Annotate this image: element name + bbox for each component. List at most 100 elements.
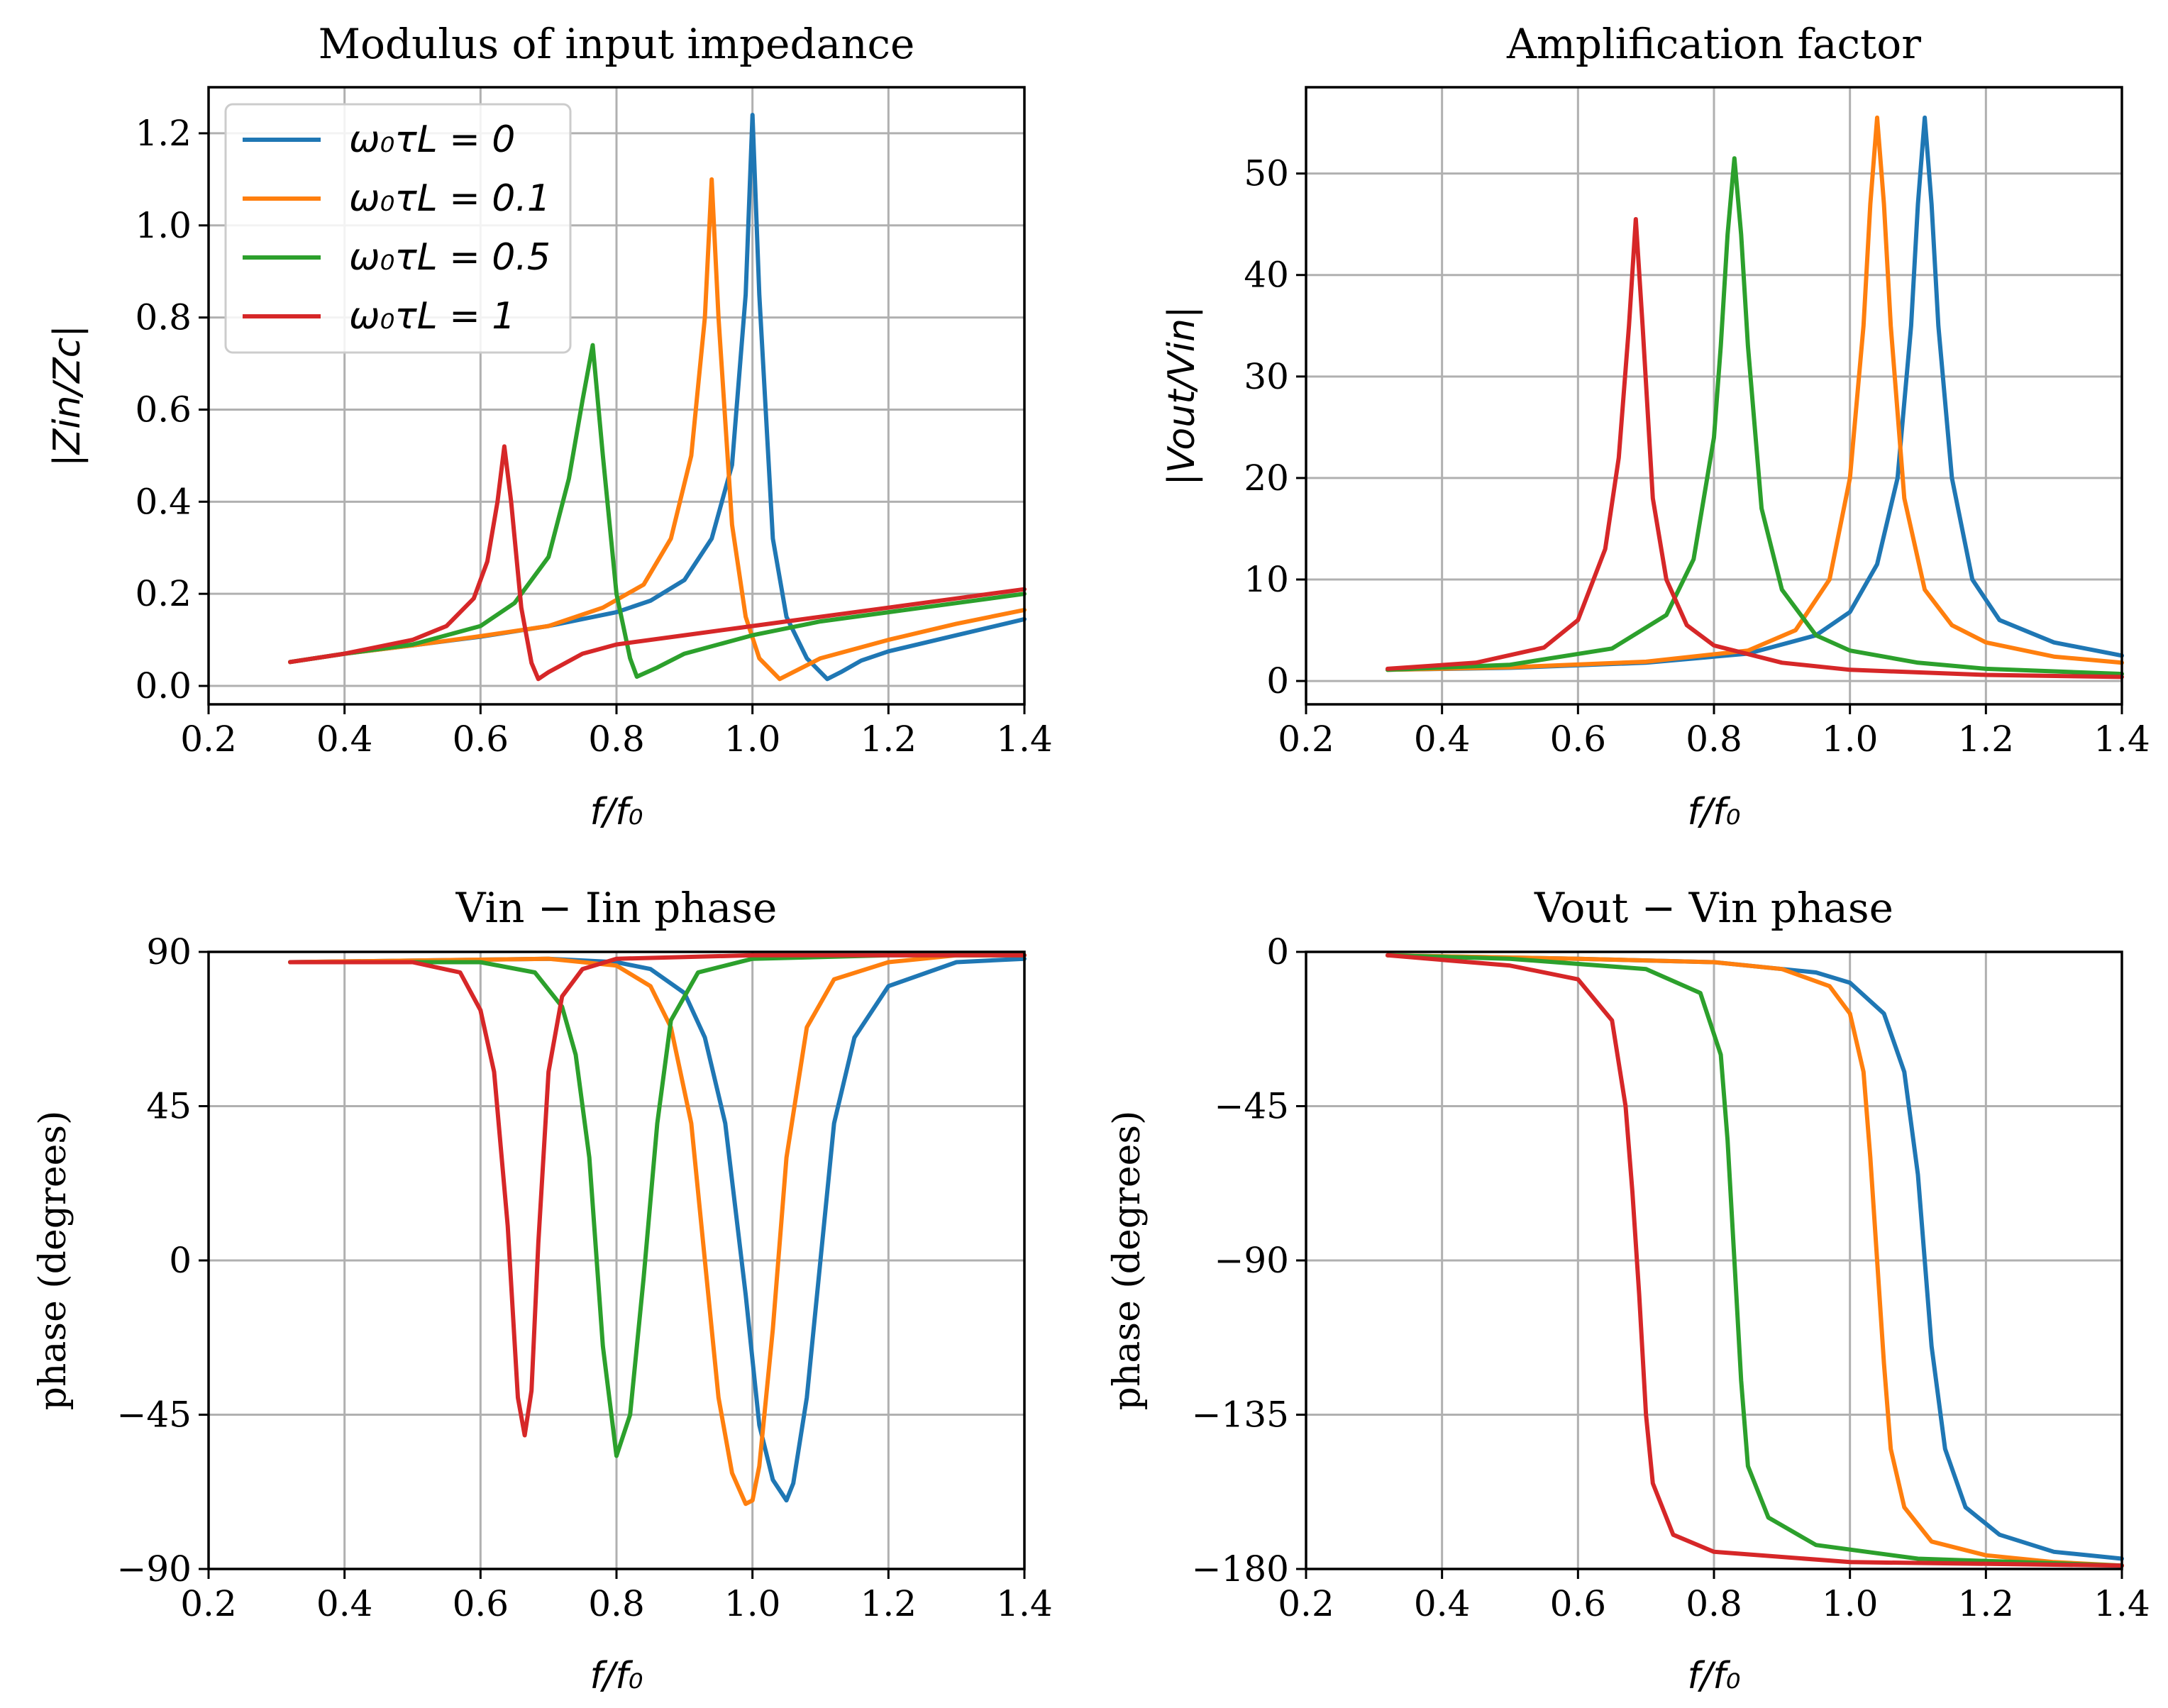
series-line-1 [288, 177, 1027, 682]
y-tick-label: 0 [1266, 660, 1289, 702]
x-tick-label: 1.4 [996, 719, 1053, 760]
vout-vin-phase-panel: Vout − Vin phase 0.2 0.4 0.6 0.8 1.0 1.2 1.4 −1… [1106, 884, 2150, 1697]
amplification-panel: Amplification factor 0.2 0.4 0.6 0.8 1.0 1.2 1… [1161, 20, 2150, 833]
legend-label-3: ω₀τL = 1 [349, 295, 515, 338]
impedance-title: Modulus of input impedance [319, 20, 915, 68]
x-tick-label: 0.4 [1414, 1583, 1471, 1624]
y-tick-label: 1.2 [135, 113, 192, 154]
legend-label-1: ω₀τL = 0.1 [349, 177, 551, 220]
x-tick-label: 0.8 [1686, 719, 1742, 760]
series-line-3 [1386, 217, 2124, 680]
x-tick-label: 1.0 [1822, 1583, 1879, 1624]
y-tick-label: −180 [1192, 1548, 1289, 1590]
vout-vin-phase-xlabel: f/f₀ [1688, 1655, 1741, 1697]
y-tick-label: 45 [146, 1086, 192, 1127]
series-line-3 [1386, 953, 2124, 1568]
impedance-panel: Modulus of input impedance 0.2 0.4 0.6 0.8 1… [46, 20, 1053, 833]
y-tick-label: 0.0 [135, 665, 192, 706]
impedance-xlabel: f/f₀ [590, 791, 643, 833]
legend-label-0: ω₀τL = 0 [349, 118, 515, 161]
legend-label-2: ω₀τL = 0.5 [349, 236, 551, 279]
vin-iin-phase-xlabel: f/f₀ [590, 1655, 643, 1697]
x-tick-label: 0.8 [1686, 1583, 1742, 1624]
amplification-grid [1305, 87, 2123, 704]
series-line-2 [1386, 156, 2124, 677]
impedance-ticks: 0.2 0.4 0.6 0.8 1.0 1.2 1.4 0.0 0.2 0.4 0.6 0.8 1.0 1… [135, 113, 1052, 760]
x-tick-label: 1.4 [2094, 719, 2150, 760]
x-tick-label: 1.2 [1958, 719, 2015, 760]
series-line-1 [288, 953, 1027, 1507]
vout-vin-phase-grid [1305, 950, 2123, 1570]
x-tick-label: 0.2 [180, 1583, 237, 1624]
y-tick-label: −45 [1214, 1086, 1289, 1127]
y-tick-label: 40 [1244, 255, 1289, 296]
y-tick-label: 0.8 [135, 297, 192, 338]
series-line-1 [1386, 953, 2124, 1568]
x-tick-label: 0.6 [453, 1583, 509, 1624]
x-tick-label: 0.4 [316, 1583, 373, 1624]
amplification-title: Amplification factor [1506, 20, 1921, 68]
series-line-3 [288, 444, 1027, 682]
x-tick-label: 1.2 [1958, 1583, 2015, 1624]
y-tick-label: 10 [1244, 559, 1289, 600]
series-line-2 [1386, 953, 2124, 1568]
x-tick-label: 1.0 [724, 719, 781, 760]
vout-vin-phase-title: Vout − Vin phase [1534, 884, 1893, 932]
vin-iin-phase-title: Vin − Iin phase [455, 884, 778, 932]
y-tick-label: 0 [169, 1240, 192, 1281]
x-tick-label: 0.8 [588, 1583, 645, 1624]
vin-iin-phase-ylabel: phase (degrees) [32, 1111, 74, 1411]
x-tick-label: 1.4 [996, 1583, 1053, 1624]
x-tick-label: 0.6 [1550, 719, 1607, 760]
amplification-ylabel: |Vout/Vin| [1161, 306, 1203, 485]
y-tick-label: 20 [1244, 458, 1289, 499]
y-tick-label: −90 [1214, 1240, 1289, 1281]
series-line-1 [1386, 115, 2124, 672]
x-tick-label: 0.6 [1550, 1583, 1607, 1624]
amplification-ticks: 0.2 0.4 0.6 0.8 1.0 1.2 1.4 0 10 20 30 40 50 [1244, 153, 2150, 760]
x-tick-label: 1.4 [2094, 1583, 2150, 1624]
y-tick-label: 0 [1266, 931, 1289, 972]
series-line-0 [1386, 115, 2124, 672]
y-tick-label: 90 [146, 931, 192, 972]
series-line-2 [288, 343, 1027, 679]
vin-iin-phase-curves [288, 953, 1027, 1507]
x-tick-label: 1.0 [724, 1583, 781, 1624]
y-tick-label: 1.0 [135, 205, 192, 246]
series-line-0 [288, 956, 1027, 1503]
x-tick-label: 0.2 [180, 719, 237, 760]
x-tick-label: 0.6 [453, 719, 509, 760]
x-tick-label: 0.2 [1278, 1583, 1334, 1624]
x-tick-label: 1.0 [1822, 719, 1879, 760]
amplification-xlabel: f/f₀ [1688, 791, 1741, 833]
series-line-3 [288, 953, 1027, 1438]
y-tick-label: 30 [1244, 356, 1289, 397]
x-tick-label: 0.4 [316, 719, 373, 760]
y-tick-label: 0.2 [135, 573, 192, 614]
legend: ω₀τL = 0 ω₀τL = 0.1 ω₀τL = 0.5 ω₀τL = 1 [224, 103, 572, 354]
vin-iin-phase-ticks: 0.2 0.4 0.6 0.8 1.0 1.2 1.4 −90 −45 0 45 90 [116, 931, 1052, 1624]
impedance-curves [288, 113, 1027, 682]
x-tick-label: 1.2 [861, 1583, 917, 1624]
x-tick-label: 0.8 [588, 719, 645, 760]
vout-vin-phase-ylabel: phase (degrees) [1106, 1111, 1149, 1411]
y-tick-label: −45 [116, 1394, 192, 1436]
y-tick-label: 50 [1244, 153, 1289, 194]
impedance-ylabel: |Zin/Zc| [46, 325, 89, 467]
y-tick-label: 0.6 [135, 389, 192, 430]
y-tick-label: −90 [116, 1548, 192, 1590]
vin-iin-phase-grid [207, 950, 1026, 1570]
x-tick-label: 0.2 [1278, 719, 1334, 760]
x-tick-label: 0.4 [1414, 719, 1471, 760]
vout-vin-phase-ticks: 0.2 0.4 0.6 0.8 1.0 1.2 1.4 −180 −135 −90 −45 0 [1192, 931, 2150, 1624]
vout-vin-phase-curves [1386, 953, 2124, 1568]
legend-box [224, 103, 572, 354]
series-line-2 [288, 953, 1027, 1458]
y-tick-label: −135 [1192, 1394, 1289, 1436]
amplification-curves [1386, 115, 2124, 680]
y-tick-label: 0.4 [135, 481, 192, 522]
vin-iin-phase-panel: Vin − Iin phase 0.2 0.4 0.6 0.8 1.0 1.2 1.4 −90… [32, 884, 1053, 1697]
x-tick-label: 1.2 [861, 719, 917, 760]
series-line-0 [1386, 953, 2124, 1561]
